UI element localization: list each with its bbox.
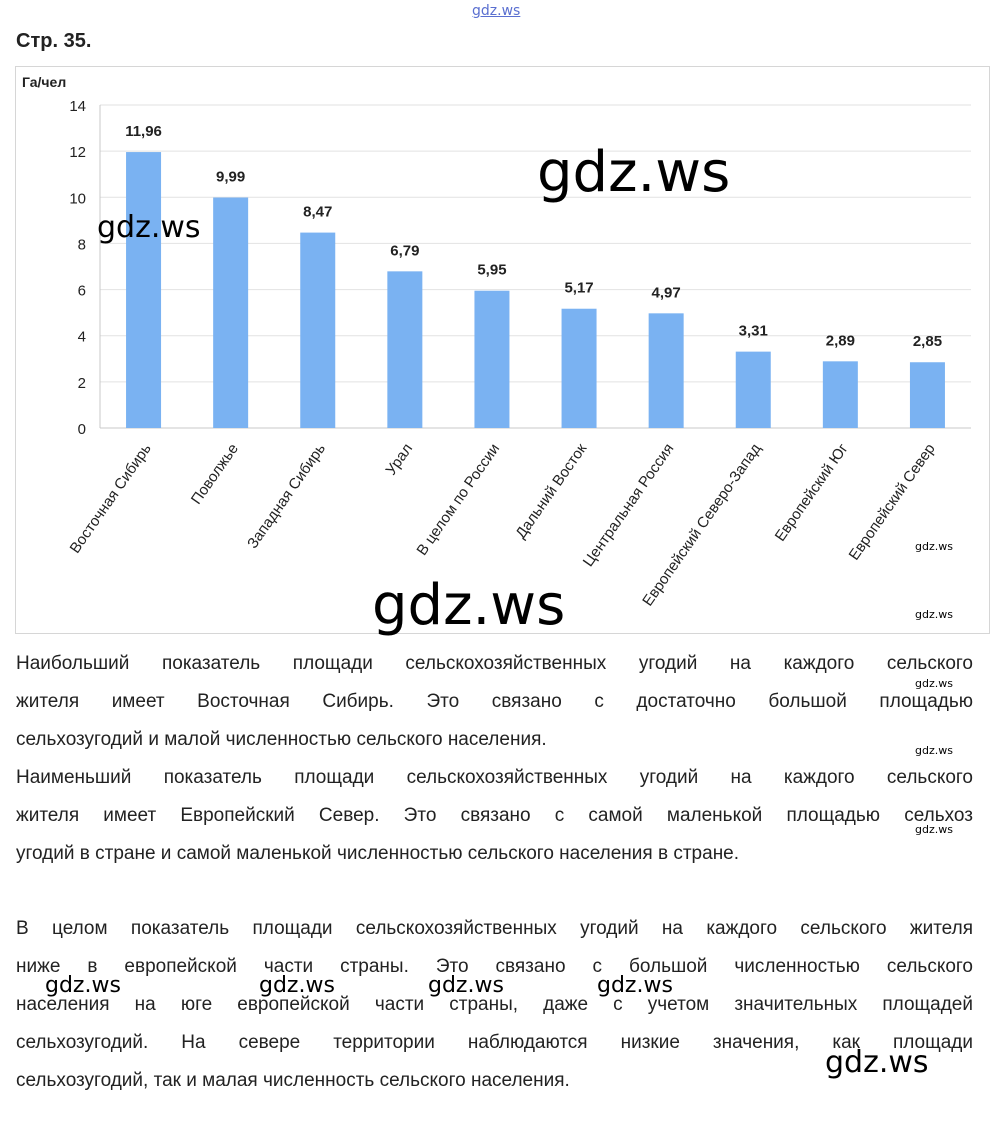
bar xyxy=(387,271,423,428)
paragraph-line: жителя имеет Европейский Север. Это связ… xyxy=(16,805,973,826)
category-label: Европейский Юг xyxy=(772,440,852,544)
y-tick-label: 12 xyxy=(69,144,86,161)
category-label: Западная Сибирь xyxy=(244,440,329,551)
bar xyxy=(648,313,684,428)
category-label: Поволжье xyxy=(188,441,242,508)
paragraph-3: В целом показатель площади сельскохозяйс… xyxy=(16,910,973,1100)
paragraph-line: населения на юге европейской части стран… xyxy=(16,994,973,1015)
watermark: gdz.ws xyxy=(372,573,566,638)
bar xyxy=(126,152,162,428)
watermark: gdz.ws xyxy=(97,210,201,245)
data-label: 5,17 xyxy=(564,280,593,297)
bar xyxy=(474,290,510,428)
y-tick-label: 14 xyxy=(69,98,86,115)
paragraph-line: ниже в европейской части страны. Это свя… xyxy=(16,956,973,977)
paragraph-line: жителя имеет Восточная Сибирь. Это связа… xyxy=(16,691,973,712)
data-label: 2,89 xyxy=(826,332,855,349)
data-label: 6,79 xyxy=(390,242,419,259)
paragraph-1: Наибольший показатель площади сельскохоз… xyxy=(16,645,973,759)
paragraph-2: Наименьший показатель площади сельскохоз… xyxy=(16,759,973,873)
watermark: gdz.ws xyxy=(259,973,335,998)
watermark: gdz.ws xyxy=(915,823,953,836)
paragraph-line: В целом показатель площади сельскохозяйс… xyxy=(16,918,973,939)
paragraph-line: сельхозугодий, так и малая численность с… xyxy=(16,1070,570,1091)
watermark: gdz.ws xyxy=(45,973,121,998)
bar xyxy=(300,232,336,428)
category-label: Урал xyxy=(383,441,417,479)
data-label: 5,95 xyxy=(477,262,506,279)
paragraph-line: Наибольший показатель площади сельскохоз… xyxy=(16,653,973,674)
watermark: gdz.ws xyxy=(915,744,953,757)
watermark: gdz.ws xyxy=(428,973,504,998)
paragraph-line: угодий в стране и самой маленькой числен… xyxy=(16,843,740,864)
y-axis-label: Га/чел xyxy=(22,74,66,90)
watermark-top[interactable]: gdz.ws xyxy=(472,3,521,19)
bar xyxy=(561,308,597,428)
watermark: gdz.ws xyxy=(825,1045,929,1080)
y-tick-label: 2 xyxy=(78,375,86,392)
paragraph-line: сельхозугодий. На севере территории набл… xyxy=(16,1032,973,1053)
page-title: Стр. 35. xyxy=(16,30,92,52)
bar xyxy=(822,361,858,428)
y-tick-label: 8 xyxy=(78,236,86,253)
watermark: gdz.ws xyxy=(537,140,731,205)
data-label: 3,31 xyxy=(739,323,768,340)
data-label: 8,47 xyxy=(303,204,332,221)
category-label: Восточная Сибирь xyxy=(67,440,155,556)
paragraph-line: Наименьший показатель площади сельскохоз… xyxy=(16,767,973,788)
y-tick-label: 4 xyxy=(78,329,86,346)
data-label: 11,96 xyxy=(125,123,162,140)
y-tick-label: 0 xyxy=(78,421,86,438)
category-label: В целом по России xyxy=(413,441,503,559)
paragraph-line: сельхозугодий и малой численностью сельс… xyxy=(16,729,547,750)
category-label: Дальний Восток xyxy=(512,440,590,542)
y-tick-label: 6 xyxy=(78,283,86,300)
y-tick-label: 10 xyxy=(69,190,86,207)
data-label: 2,85 xyxy=(913,333,942,350)
bar xyxy=(909,362,945,428)
data-label: 4,97 xyxy=(652,284,681,301)
data-label: 9,99 xyxy=(216,169,245,186)
bar xyxy=(213,197,249,428)
category-label: Центральная Россия xyxy=(580,441,678,570)
watermark: gdz.ws xyxy=(915,540,953,553)
watermark: gdz.ws xyxy=(915,677,953,690)
bar-chart: Га/чел 0 2 4 6 8 10 12 14 11,96 Восточная Сибирь 9,… xyxy=(15,66,990,634)
chart-canvas: Га/чел 0 2 4 6 8 10 12 14 11,96 Восточная Сибирь 9,… xyxy=(22,74,971,609)
bar xyxy=(735,351,771,428)
watermark: gdz.ws xyxy=(597,973,673,998)
watermark: gdz.ws xyxy=(915,608,953,621)
